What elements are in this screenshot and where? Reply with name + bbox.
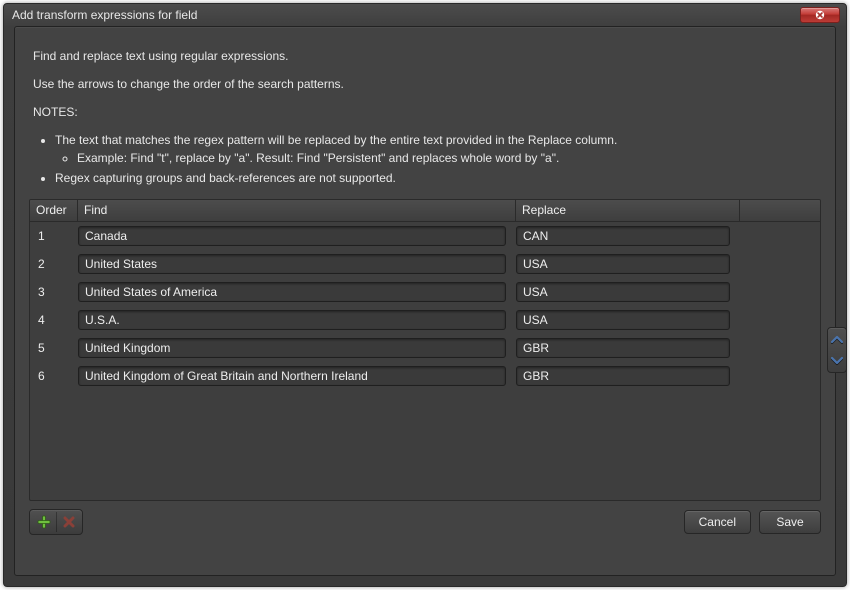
dialog-title: Add transform expressions for field [12,8,800,22]
replace-input[interactable] [516,226,730,246]
table-header: Order Find Replace [30,200,820,222]
find-input[interactable] [78,282,506,302]
col-replace[interactable]: Replace [516,200,740,221]
x-icon [63,516,75,528]
content-panel: Find and replace text using regular expr… [14,26,836,576]
cell-order: 6 [34,369,78,383]
plus-icon [37,515,51,529]
close-icon [815,10,825,20]
replace-input[interactable] [516,310,730,330]
replace-input[interactable] [516,254,730,274]
desc-line1: Find and replace text using regular expr… [33,47,817,65]
description: Find and replace text using regular expr… [33,47,817,189]
table-row[interactable]: 1 [30,222,820,250]
reorder-buttons [827,327,847,373]
replace-input[interactable] [516,338,730,358]
dialog: Add transform expressions for field Find… [3,3,847,587]
cell-order: 5 [34,341,78,355]
find-input[interactable] [78,366,506,386]
note-2: Regex capturing groups and back-referenc… [55,169,817,187]
cell-order: 4 [34,313,78,327]
footer: Cancel Save [29,509,821,535]
col-find[interactable]: Find [78,200,516,221]
remove-button[interactable] [56,512,80,532]
find-input[interactable] [78,310,506,330]
replace-input[interactable] [516,282,730,302]
table-body: 1 2 3 4 [30,222,820,390]
desc-line2: Use the arrows to change the order of th… [33,75,817,93]
add-remove-group [29,509,83,535]
move-down-button[interactable] [829,350,845,370]
move-up-button[interactable] [829,330,845,350]
titlebar: Add transform expressions for field [4,4,846,26]
grid-wrap: Order Find Replace 1 2 [29,199,821,501]
cell-order: 2 [34,257,78,271]
add-button[interactable] [32,512,56,532]
table-row[interactable]: 2 [30,250,820,278]
table-row[interactable]: 4 [30,306,820,334]
close-button[interactable] [800,7,840,23]
find-input[interactable] [78,226,506,246]
find-input[interactable] [78,338,506,358]
col-order[interactable]: Order [30,200,78,221]
expressions-table: Order Find Replace 1 2 [29,199,821,501]
table-row[interactable]: 3 [30,278,820,306]
cell-order: 1 [34,229,78,243]
note-1: The text that matches the regex pattern … [55,131,817,167]
find-input[interactable] [78,254,506,274]
cancel-button[interactable]: Cancel [684,510,751,534]
notes-label: NOTES: [33,103,817,121]
chevron-up-icon [831,335,843,345]
save-button[interactable]: Save [759,510,821,534]
col-tail [740,200,820,221]
table-row[interactable]: 5 [30,334,820,362]
replace-input[interactable] [516,366,730,386]
table-row[interactable]: 6 [30,362,820,390]
note-1-example: Example: Find "t", replace by "a". Resul… [77,149,817,167]
chevron-down-icon [831,355,843,365]
cell-order: 3 [34,285,78,299]
